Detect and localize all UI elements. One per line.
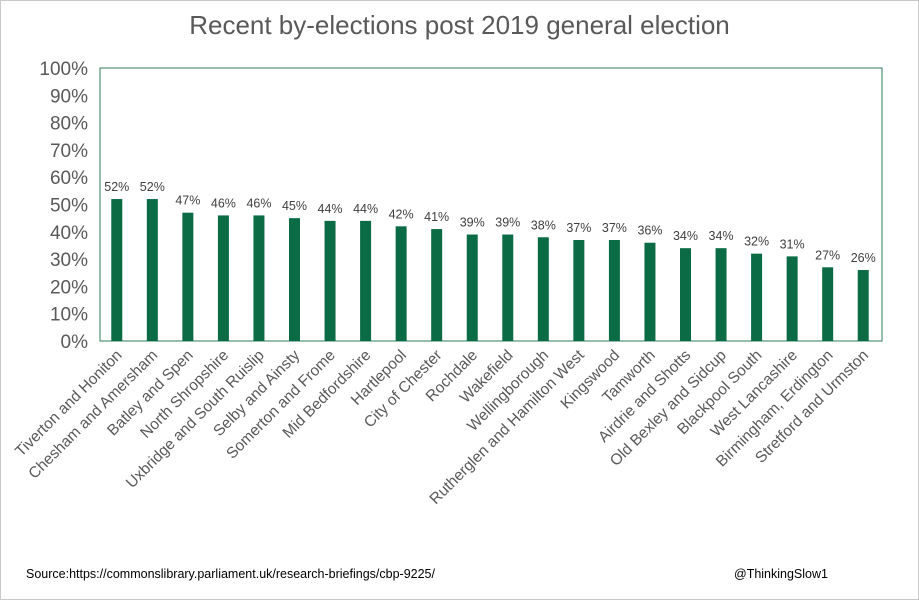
data-label: 44% xyxy=(353,202,378,216)
y-tick-label: 20% xyxy=(50,277,88,298)
y-tick-label: 70% xyxy=(50,141,88,162)
y-tick-label: 60% xyxy=(50,168,88,189)
data-label: 39% xyxy=(495,216,520,230)
bar xyxy=(573,239,585,341)
data-label: 44% xyxy=(318,202,343,216)
y-tick-label: 90% xyxy=(50,86,88,107)
bar xyxy=(111,199,123,341)
data-label: 32% xyxy=(744,235,769,249)
bar xyxy=(466,234,478,341)
data-label: 39% xyxy=(460,216,485,230)
bar xyxy=(253,215,265,341)
y-tick-label: 50% xyxy=(50,196,88,217)
data-label: 52% xyxy=(140,180,165,194)
y-tick-label: 40% xyxy=(50,223,88,244)
y-tick-label: 80% xyxy=(50,114,88,135)
y-axis-ticks: 0% 10% 20% 30% 40% 50% 60% 70% 80% 90% 100% xyxy=(39,59,88,353)
data-label: 34% xyxy=(709,229,734,243)
bar xyxy=(146,199,158,341)
source-note: Source:https://commonslibrary.parliament… xyxy=(26,567,435,581)
data-label: 26% xyxy=(851,251,876,265)
data-label: 47% xyxy=(175,194,200,208)
data-label: 36% xyxy=(637,224,662,238)
data-label: 27% xyxy=(815,248,840,262)
bar xyxy=(822,267,834,341)
bars xyxy=(111,199,869,341)
data-label: 46% xyxy=(211,196,236,210)
plot-area xyxy=(99,67,883,342)
bar xyxy=(786,256,798,341)
bar xyxy=(360,220,372,341)
data-label: 34% xyxy=(673,229,698,243)
data-label: 37% xyxy=(602,221,627,235)
data-label: 37% xyxy=(566,221,591,235)
bar xyxy=(644,242,656,341)
y-tick-label: 10% xyxy=(50,305,88,326)
bar xyxy=(502,234,514,341)
data-label: 42% xyxy=(389,207,414,221)
bar xyxy=(182,212,194,341)
y-tick-label: 0% xyxy=(61,332,89,353)
chart-title: Recent by-elections post 2019 general el… xyxy=(189,10,730,40)
bar xyxy=(431,229,443,341)
data-label: 41% xyxy=(424,210,449,224)
data-labels: 52% 52% 47% 46% 46% 45% 44% 44% 42% 41% 39% 39% 38% 3… xyxy=(104,180,875,265)
data-label: 46% xyxy=(246,196,271,210)
data-label: 52% xyxy=(104,180,129,194)
author-handle: @ThinkingSlow1 xyxy=(734,567,828,581)
bar xyxy=(289,218,300,341)
data-label: 45% xyxy=(282,199,307,213)
bar xyxy=(324,220,336,341)
bar xyxy=(715,248,727,341)
y-tick-label: 30% xyxy=(50,250,88,271)
y-tick-label: 100% xyxy=(39,59,88,80)
bar xyxy=(680,248,691,341)
data-label: 31% xyxy=(780,237,805,251)
bar xyxy=(751,253,763,341)
bar xyxy=(537,237,549,341)
data-label: 38% xyxy=(531,218,556,232)
bar xyxy=(395,226,407,341)
bar xyxy=(608,239,620,341)
bar xyxy=(857,270,869,341)
bar xyxy=(217,215,229,341)
